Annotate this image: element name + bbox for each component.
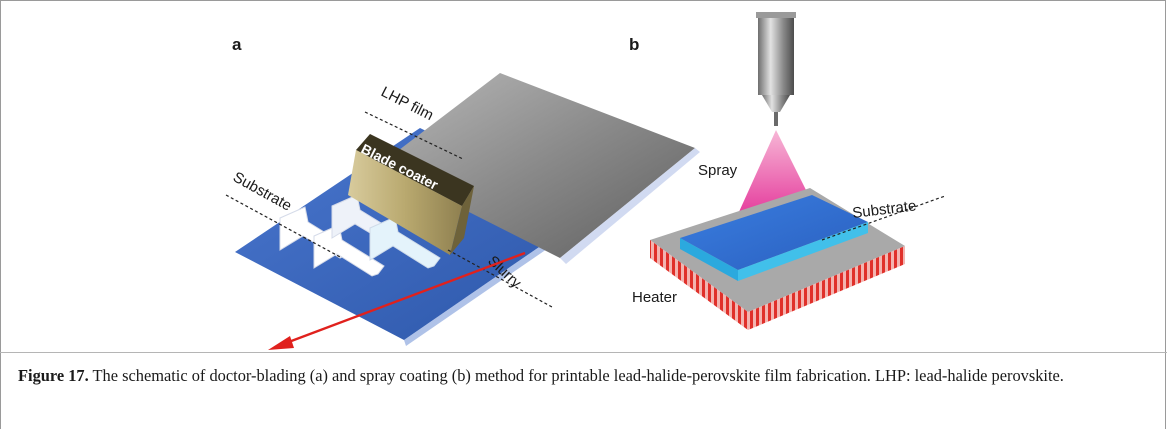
leader-lines-a <box>225 111 553 308</box>
coating-direction-arrow <box>268 251 526 350</box>
caption-text: The schematic of doctor-blading (a) and … <box>88 366 1064 385</box>
panel-a-letter: a <box>232 35 242 54</box>
heater-label: Heater <box>632 289 677 306</box>
caption-label: Figure 17. <box>18 366 89 385</box>
figure-caption: Figure 17. The schematic of doctor-bladi… <box>18 365 1128 386</box>
substrate-plate-b <box>680 195 868 281</box>
blade-coater <box>348 134 474 255</box>
spray-nozzle <box>756 12 796 126</box>
substrate-label-a: Substrate <box>230 169 294 215</box>
slurry-arrows <box>279 194 441 277</box>
figure-illustration: a Blade coater LHP film Substrate Slurry… <box>225 12 946 350</box>
lhp-film <box>378 73 700 264</box>
panel-b-letter: b <box>629 35 639 54</box>
lhp-film-label: LHP film <box>378 83 436 124</box>
caption-divider <box>0 352 1167 353</box>
spray-label: Spray <box>698 162 738 179</box>
